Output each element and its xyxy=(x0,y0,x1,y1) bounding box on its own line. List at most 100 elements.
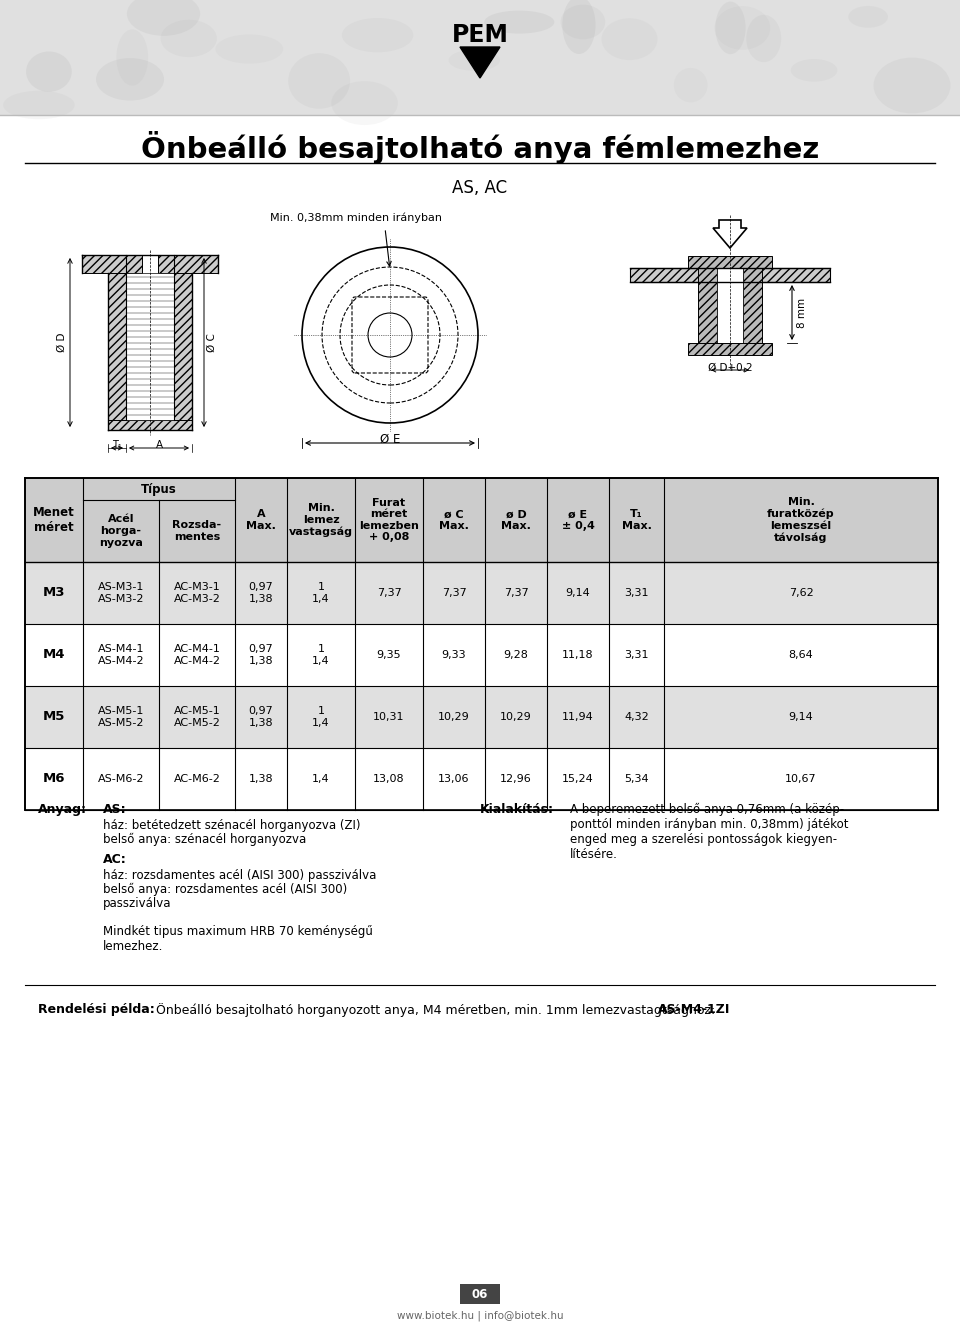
Text: 0,97
1,38: 0,97 1,38 xyxy=(249,645,274,666)
Text: 9,14: 9,14 xyxy=(565,587,590,598)
Text: ø C
Max.: ø C Max. xyxy=(439,509,468,531)
Text: ø D
Max.: ø D Max. xyxy=(501,509,531,531)
Text: ház: rozsdamentes acél (AISI 300) passziválva: ház: rozsdamentes acél (AISI 300) passzi… xyxy=(103,869,376,882)
Text: 10,29: 10,29 xyxy=(438,712,469,722)
Text: M6: M6 xyxy=(43,773,65,785)
Text: 10,31: 10,31 xyxy=(373,712,405,722)
Ellipse shape xyxy=(448,49,500,71)
Ellipse shape xyxy=(160,20,217,57)
Text: AS-M4-1
AS-M4-2: AS-M4-1 AS-M4-2 xyxy=(98,645,144,666)
Text: 7,37: 7,37 xyxy=(442,587,467,598)
Text: Min. 0,38mm minden irányban: Min. 0,38mm minden irányban xyxy=(270,212,442,223)
Text: passziválva: passziválva xyxy=(103,897,172,910)
Text: Acél
horga-
nyozva: Acél horga- nyozva xyxy=(99,514,143,547)
Text: 1
1,4: 1 1,4 xyxy=(312,582,330,603)
Bar xyxy=(25,562,938,623)
Ellipse shape xyxy=(484,11,554,33)
Bar xyxy=(0,0,960,115)
Polygon shape xyxy=(688,343,772,355)
Text: 8,64: 8,64 xyxy=(788,650,813,659)
Text: Mindkét tipus maximum HRB 70 keménységű
lemezhez.: Mindkét tipus maximum HRB 70 keménységű … xyxy=(103,925,372,953)
Text: Ø E: Ø E xyxy=(380,433,400,446)
Text: belső anya: rozsdamentes acél (AISI 300): belső anya: rozsdamentes acél (AISI 300) xyxy=(103,882,348,896)
Text: T₁: T₁ xyxy=(112,441,122,450)
Text: 0,97
1,38: 0,97 1,38 xyxy=(249,582,274,603)
Text: Min.
furatközép
lemeszsél
távolság: Min. furatközép lemeszsél távolság xyxy=(767,497,835,543)
Text: AS-M5-1
AS-M5-2: AS-M5-1 AS-M5-2 xyxy=(98,706,144,728)
Bar xyxy=(25,623,938,686)
Polygon shape xyxy=(108,272,126,421)
Text: Önbeálló besajtolható anya fémlemezhez: Önbeálló besajtolható anya fémlemezhez xyxy=(141,132,819,164)
Text: A beperemezett belső anya 0,76mm (a közép-
ponttól minden irányban min. 0,38mm) : A beperemezett belső anya 0,76mm (a közé… xyxy=(570,802,849,861)
Text: 0,97
1,38: 0,97 1,38 xyxy=(249,706,274,728)
Bar xyxy=(126,272,174,421)
Text: 9,14: 9,14 xyxy=(788,712,813,722)
Polygon shape xyxy=(82,255,142,272)
Text: 7,62: 7,62 xyxy=(788,587,813,598)
Text: AC-M4-1
AC-M4-2: AC-M4-1 AC-M4-2 xyxy=(174,645,221,666)
Text: AC:: AC: xyxy=(103,853,127,866)
Ellipse shape xyxy=(3,91,75,119)
Text: Rendelési példa:: Rendelési példa: xyxy=(38,1003,155,1016)
Text: 3,31: 3,31 xyxy=(624,587,649,598)
Polygon shape xyxy=(743,268,762,343)
Polygon shape xyxy=(174,272,192,421)
Text: Ø D+0,2: Ø D+0,2 xyxy=(708,363,753,372)
Text: ház: betétedzett szénacél horganyozva (ZI): ház: betétedzett szénacél horganyozva (Z… xyxy=(103,818,361,832)
Text: 7,37: 7,37 xyxy=(504,587,528,598)
Text: 11,94: 11,94 xyxy=(563,712,594,722)
Text: 1,4: 1,4 xyxy=(312,774,330,784)
Text: 10,67: 10,67 xyxy=(785,774,817,784)
Ellipse shape xyxy=(561,4,605,39)
Polygon shape xyxy=(752,268,830,282)
Text: 9,28: 9,28 xyxy=(504,650,528,659)
Text: AS-M3-1
AS-M3-2: AS-M3-1 AS-M3-2 xyxy=(98,582,144,603)
Bar xyxy=(25,686,938,748)
Text: M3: M3 xyxy=(43,586,65,599)
Text: AC-M3-1
AC-M3-2: AC-M3-1 AC-M3-2 xyxy=(174,582,221,603)
Text: Típus: Típus xyxy=(141,482,177,495)
Ellipse shape xyxy=(874,57,950,113)
Polygon shape xyxy=(713,220,747,248)
Text: 13,08: 13,08 xyxy=(373,774,405,784)
Text: AC-M5-1
AC-M5-2: AC-M5-1 AC-M5-2 xyxy=(174,706,221,728)
Ellipse shape xyxy=(602,19,658,60)
Text: 5,34: 5,34 xyxy=(624,774,649,784)
Text: ø E
± 0,4: ø E ± 0,4 xyxy=(562,509,594,531)
Text: 06: 06 xyxy=(471,1287,489,1300)
Polygon shape xyxy=(688,256,772,268)
Text: 9,33: 9,33 xyxy=(442,650,467,659)
Ellipse shape xyxy=(127,0,201,36)
Text: www.biotek.hu | info@biotek.hu: www.biotek.hu | info@biotek.hu xyxy=(396,1311,564,1322)
Text: AC-M6-2: AC-M6-2 xyxy=(174,774,221,784)
Text: belső anya: szénacél horganyozva: belső anya: szénacél horganyozva xyxy=(103,833,306,846)
Ellipse shape xyxy=(714,7,770,49)
Text: Ø D: Ø D xyxy=(57,332,67,352)
Ellipse shape xyxy=(96,59,164,100)
Text: PEM: PEM xyxy=(451,23,509,47)
Text: 4,32: 4,32 xyxy=(624,712,649,722)
Bar xyxy=(717,268,743,343)
Text: 10,29: 10,29 xyxy=(500,712,532,722)
Text: 13,06: 13,06 xyxy=(439,774,469,784)
Text: AS, AC: AS, AC xyxy=(452,179,508,198)
Bar xyxy=(460,1284,500,1304)
Text: Önbeálló besajtolható horganyozott anya, M4 méretben, min. 1mm lemezvastagtságh: Önbeálló besajtolható horganyozott anya… xyxy=(156,1003,719,1017)
Polygon shape xyxy=(698,268,717,343)
Text: Anyag:: Anyag: xyxy=(38,802,87,816)
Text: A: A xyxy=(156,441,162,450)
Text: AS-M4-1ZI: AS-M4-1ZI xyxy=(658,1003,731,1016)
Ellipse shape xyxy=(26,52,72,92)
Bar xyxy=(25,478,938,810)
Polygon shape xyxy=(630,268,708,282)
Text: 1,38: 1,38 xyxy=(249,774,274,784)
Bar xyxy=(25,478,938,562)
Polygon shape xyxy=(460,47,500,77)
Text: 7,37: 7,37 xyxy=(376,587,401,598)
Text: 8 mm: 8 mm xyxy=(797,298,807,327)
Text: Kialakítás:: Kialakítás: xyxy=(480,802,554,816)
Ellipse shape xyxy=(215,35,283,64)
Text: Ø C: Ø C xyxy=(207,332,217,352)
Ellipse shape xyxy=(288,53,350,108)
Ellipse shape xyxy=(331,81,397,125)
